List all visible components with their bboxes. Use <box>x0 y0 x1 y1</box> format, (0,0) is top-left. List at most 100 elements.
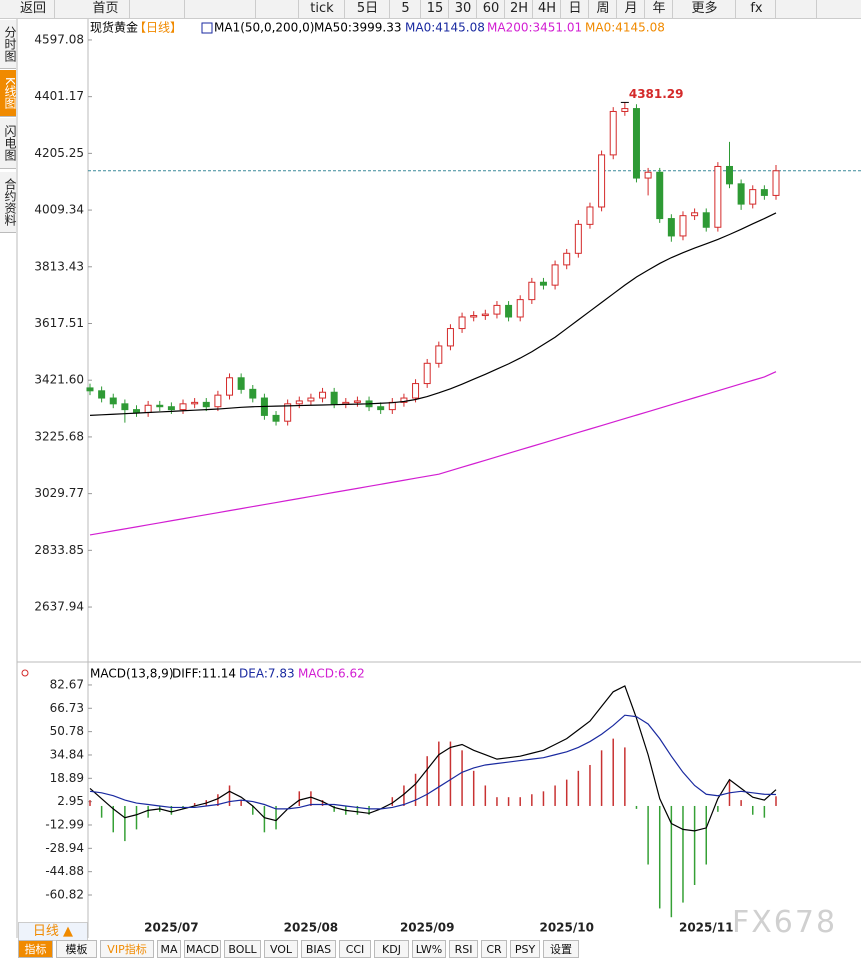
bottom-tab[interactable]: KDJ <box>374 940 409 958</box>
candle-body <box>377 406 385 411</box>
candle-body <box>307 397 315 402</box>
candle-body <box>202 401 210 408</box>
bottom-tab[interactable]: VOL <box>264 940 298 958</box>
indicator-label: MA1(50,0,200,0) <box>214 21 314 35</box>
bottom-tab[interactable]: VIP指标 <box>100 940 154 958</box>
indicator-icon <box>201 22 213 34</box>
candle-body <box>656 171 664 220</box>
bottom-tab[interactable]: BIAS <box>301 940 336 958</box>
side-tab[interactable]: K线图 <box>0 70 17 117</box>
candle-body <box>505 304 513 318</box>
candle-body <box>772 170 780 196</box>
legend-entry: MACD:6.62 <box>298 667 365 681</box>
bottom-tab[interactable]: BOLL <box>224 940 261 958</box>
candle-body <box>226 377 234 396</box>
bottom-tab[interactable]: LW% <box>412 940 446 958</box>
y-tick-label: 2637.94 <box>34 600 84 614</box>
legend-entry: DIFF:11.14 <box>172 667 236 681</box>
toolbar-icon[interactable] <box>258 0 299 18</box>
toolbar-icon[interactable] <box>776 0 817 18</box>
y-tick-label: -60.82 <box>45 887 84 901</box>
y-tick-label: 50.78 <box>50 724 84 738</box>
side-tab[interactable]: 合约资料 <box>0 172 17 233</box>
toolbar-button[interactable]: 5日 <box>346 0 390 18</box>
candle-body <box>714 165 722 228</box>
candle-body <box>191 401 199 405</box>
toolbar-icon[interactable] <box>210 0 256 18</box>
toolbar: 返回 首页 tick 5日 5 15 30 60 2H 4H 日周月年更多 fx <box>0 0 861 19</box>
toolbar-button[interactable]: 5 <box>391 0 421 18</box>
y-tick-label: 3225.68 <box>34 429 84 443</box>
candle-body <box>609 110 617 156</box>
toolbar-button[interactable]: 首页 <box>70 0 130 18</box>
chart-title: 现货黄金 <box>90 20 138 35</box>
toolbar-button[interactable]: 60 <box>478 0 505 18</box>
line <box>89 714 777 810</box>
candle-body <box>691 212 699 217</box>
watermark: FX678 <box>732 905 838 940</box>
candle-body <box>563 252 571 266</box>
bottom-tab[interactable]: 指标 <box>18 940 53 958</box>
y-tick-label: 4205.25 <box>34 146 84 160</box>
candle-body <box>598 154 606 208</box>
candle-body <box>330 391 338 405</box>
bottom-tab[interactable]: MACD <box>184 940 221 958</box>
candle-body <box>621 108 629 112</box>
candle-body <box>237 377 245 390</box>
toolbar-icon[interactable] <box>160 0 185 18</box>
side-tab[interactable]: 闪电图 <box>0 118 17 169</box>
bottom-tab[interactable]: CCI <box>339 940 371 958</box>
legend-entry: MA200:3451.01 <box>487 21 582 35</box>
toolbar-button[interactable]: 2H <box>506 0 533 18</box>
candle-body <box>400 397 408 403</box>
candle-body <box>760 189 768 196</box>
candle-body <box>423 362 431 385</box>
bottom-tab[interactable]: CR <box>481 940 507 958</box>
legend-entry: DEA:7.83 <box>239 667 295 681</box>
candle-body <box>574 223 582 254</box>
toolbar-button[interactable]: fx <box>738 0 776 18</box>
candle-body <box>284 403 292 422</box>
candle-body <box>725 165 733 185</box>
candle-body <box>470 315 478 318</box>
toolbar-button[interactable]: 返回 <box>0 0 55 18</box>
toolbar-button[interactable]: 年 <box>646 0 673 18</box>
toolbar-button[interactable]: 4H <box>534 0 561 18</box>
y-tick-label: 2.95 <box>57 794 84 808</box>
y-tick-label: 4009.34 <box>34 203 84 217</box>
bottom-tab[interactable]: RSI <box>449 940 478 958</box>
y-tick-label: 18.89 <box>50 771 84 785</box>
line <box>89 212 777 417</box>
toolbar-button[interactable]: 更多 <box>674 0 736 18</box>
toolbar-button[interactable]: tick <box>300 0 345 18</box>
candle-body <box>644 171 652 179</box>
candle-body <box>342 401 350 405</box>
toolbar-button[interactable]: 30 <box>450 0 477 18</box>
toolbar-button[interactable]: 月 <box>618 0 645 18</box>
x-tick-label: 2025/10 <box>539 921 593 935</box>
bottom-tab[interactable]: 模板 <box>56 940 97 958</box>
bottom-tab[interactable]: PSY <box>510 940 540 958</box>
candle-body <box>249 388 257 399</box>
toolbar-button[interactable]: 周 <box>590 0 617 18</box>
candle-body <box>272 414 280 422</box>
x-tick-label: 2025/11 <box>679 921 733 935</box>
y-tick-label: 34.84 <box>50 747 84 761</box>
settings-icon <box>21 669 29 677</box>
bottom-tab[interactable]: MA <box>157 940 181 958</box>
x-tick-label: 2025/07 <box>144 921 198 935</box>
y-tick-label: 3813.43 <box>34 259 84 273</box>
candle-body <box>551 264 559 286</box>
side-tab[interactable]: 分时图 <box>0 20 17 69</box>
period-selector[interactable]: 日线 ▲ <box>18 922 88 941</box>
y-tick-label: -12.99 <box>45 817 84 831</box>
bottom-tab[interactable]: 设置 <box>543 940 579 958</box>
y-tick-label: 4597.08 <box>34 32 84 46</box>
candle-body <box>481 313 489 317</box>
y-tick-label: 82.67 <box>50 677 84 691</box>
x-tick-label: 2025/08 <box>284 921 338 935</box>
legend-entry: MA0:4145.08 <box>405 21 485 35</box>
toolbar-button[interactable]: 15 <box>422 0 449 18</box>
toolbar-button[interactable]: 日 <box>562 0 589 18</box>
candle-body <box>86 387 94 392</box>
